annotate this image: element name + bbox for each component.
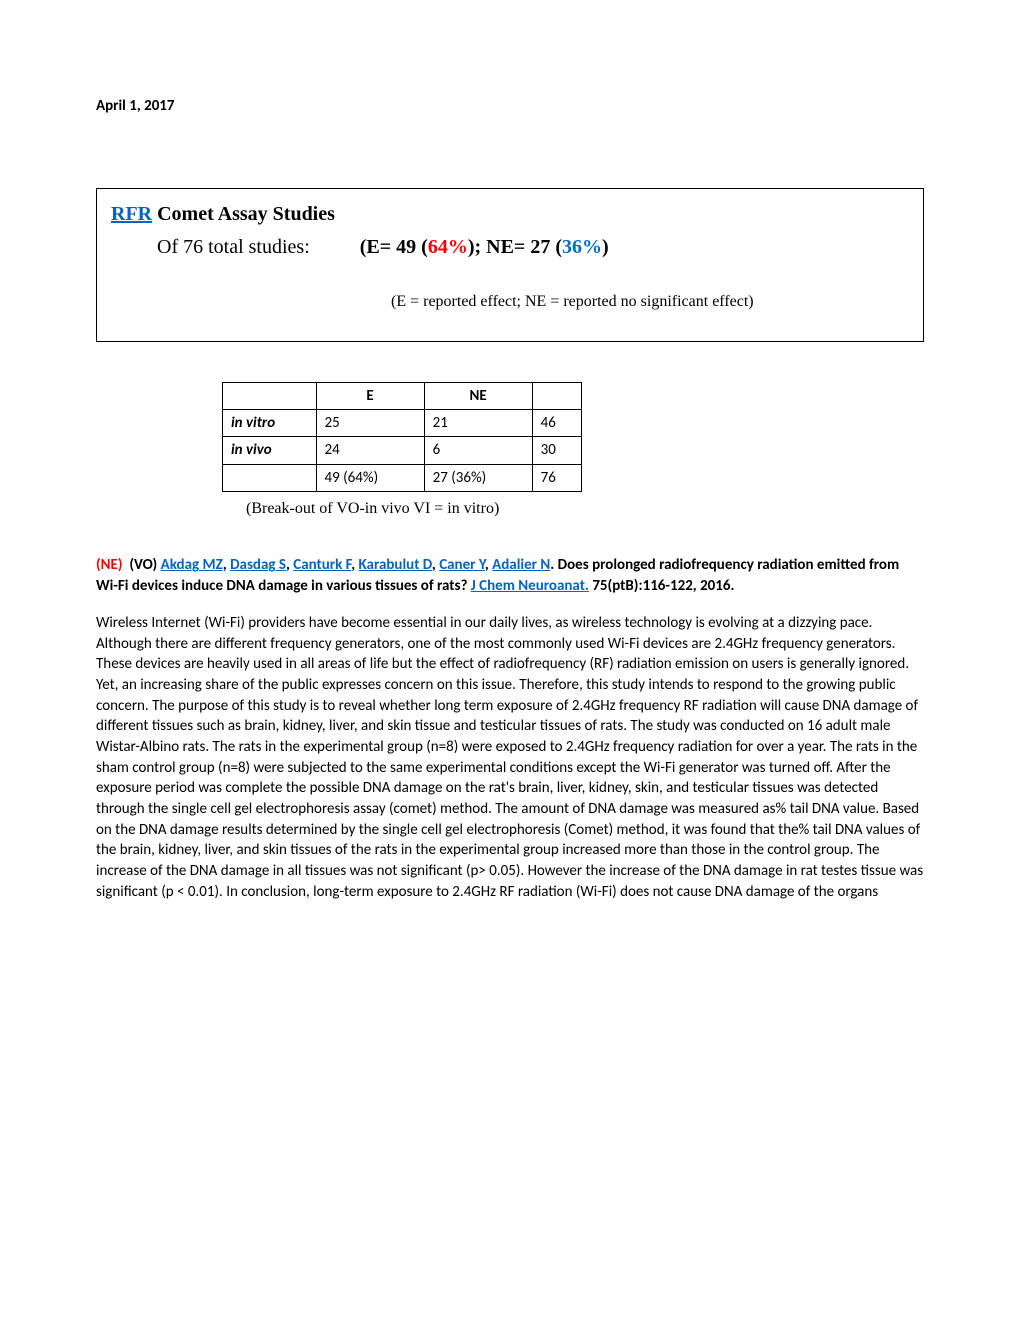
- foot-empty: [223, 464, 317, 491]
- cell-tot: 46: [532, 410, 581, 437]
- head-empty-2: [532, 382, 581, 409]
- table-caption: (Break-out of VO-in vivo VI = in vitro): [246, 498, 924, 520]
- box-subline: Of 76 total studies: (E= 49 (64%); NE= 2…: [157, 234, 909, 261]
- head-ne: NE: [424, 382, 532, 409]
- foot-ne: 27 (36%): [424, 464, 532, 491]
- table-head-row: E NE: [223, 382, 582, 409]
- author-link[interactable]: Karabulut D: [359, 556, 432, 574]
- author-link[interactable]: Caner Y: [439, 556, 485, 574]
- summary-box: RFR Comet Assay Studies Of 76 total stud…: [96, 188, 924, 342]
- citation: (NE) (VO) Akdag MZ, Dasdag S, Canturk F,…: [96, 555, 924, 596]
- cell-ne: 6: [424, 437, 532, 464]
- box-title-rest: Comet Assay Studies: [152, 203, 335, 225]
- head-e: E: [316, 382, 424, 409]
- table-row: in vitro 25 21 46: [223, 410, 582, 437]
- citation-ne-tag: (NE): [96, 556, 123, 574]
- citation-ref: 75(ptB):116-122, 2016.: [589, 577, 735, 595]
- stats-open: (E= 49 (: [360, 236, 428, 258]
- document-date: April 1, 2017: [96, 96, 924, 116]
- cell-ne: 21: [424, 410, 532, 437]
- citation-vo-tag: (VO): [126, 556, 161, 574]
- stats-mid: ); NE= 27 (: [468, 236, 562, 258]
- subline-prefix: Of 76 total studies:: [157, 236, 310, 258]
- author-link[interactable]: Akdag MZ: [161, 556, 223, 574]
- author-link[interactable]: Canturk F: [293, 556, 351, 574]
- cell-tot: 30: [532, 437, 581, 464]
- cell-e: 25: [316, 410, 424, 437]
- foot-e: 49 (64%): [316, 464, 424, 491]
- breakout-table-wrap: E NE in vitro 25 21 46 in vivo 24 6 30 4…: [222, 382, 582, 492]
- row-label: in vivo: [223, 437, 317, 464]
- foot-tot: 76: [532, 464, 581, 491]
- cell-e: 24: [316, 437, 424, 464]
- box-note: (E = reported effect; NE = reported no s…: [391, 291, 909, 313]
- table-row: in vivo 24 6 30: [223, 437, 582, 464]
- breakout-table: E NE in vitro 25 21 46 in vivo 24 6 30 4…: [222, 382, 582, 492]
- stats-close: ): [602, 236, 609, 258]
- e-percent: 64%: [428, 236, 468, 258]
- subline-stats: (E= 49 (64%); NE= 27 (36%): [360, 236, 609, 258]
- journal-link[interactable]: J Chem Neuroanat.: [471, 577, 589, 595]
- rfr-link[interactable]: RFR: [111, 203, 152, 225]
- table-foot-row: 49 (64%) 27 (36%) 76: [223, 464, 582, 491]
- box-title: RFR Comet Assay Studies: [111, 201, 909, 228]
- author-link[interactable]: Adalier N: [492, 556, 550, 574]
- author-link[interactable]: Dasdag S: [230, 556, 286, 574]
- head-empty: [223, 382, 317, 409]
- row-label: in vitro: [223, 410, 317, 437]
- ne-percent: 36%: [562, 236, 602, 258]
- abstract-text: Wireless Internet (Wi-Fi) providers have…: [96, 613, 924, 903]
